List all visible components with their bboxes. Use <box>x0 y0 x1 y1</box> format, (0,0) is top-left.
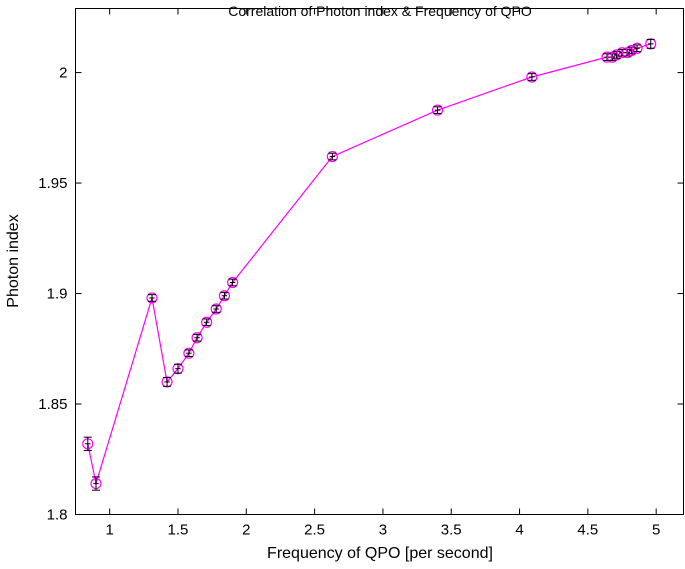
data-point <box>146 292 158 304</box>
x-tick-label: 1 <box>105 522 113 539</box>
data-point <box>90 476 102 491</box>
y-tick-label: 2 <box>59 65 67 82</box>
data-point <box>431 104 444 116</box>
point-marker <box>326 150 338 163</box>
point-marker <box>631 42 643 54</box>
data-point <box>183 347 195 359</box>
point-marker <box>201 316 213 328</box>
point-marker <box>172 363 184 375</box>
x-tick-label: 1.5 <box>168 522 189 539</box>
point-marker <box>526 71 538 83</box>
y-tick-label: 1.8 <box>47 507 68 524</box>
x-tick-label: 3 <box>379 522 387 539</box>
data-point <box>631 42 643 54</box>
data-point <box>645 38 657 50</box>
data-point <box>326 150 338 163</box>
x-tick-label: 4 <box>515 522 523 539</box>
point-marker <box>191 332 203 344</box>
y-axis-label: Photon index <box>5 214 22 307</box>
y-tick-label: 1.9 <box>47 286 68 303</box>
chart-title: Correlation of Photon index & Frequency … <box>228 3 532 19</box>
data-point <box>625 44 638 57</box>
series-line <box>87 43 651 484</box>
data-point <box>218 290 231 302</box>
point-marker <box>645 38 657 50</box>
x-axis-label: Frequency of QPO [per second] <box>267 545 493 562</box>
point-marker <box>146 292 158 304</box>
y-tick-label: 1.95 <box>38 175 67 192</box>
point-marker <box>161 376 173 388</box>
y-tick-label: 1.85 <box>38 396 67 413</box>
data-point <box>610 49 623 61</box>
data-point <box>526 71 538 83</box>
data-marks <box>82 38 657 491</box>
point-marker <box>210 303 222 315</box>
point-marker <box>218 290 231 302</box>
axis-ticks: 1 1.5 2 2.5 3 3.5 4 4.5 5 1.8 1.85 1.9 1.95 2 <box>38 8 684 539</box>
x-tick-label: 5 <box>652 522 660 539</box>
point-marker <box>431 104 444 116</box>
data-point <box>82 436 94 451</box>
data-point <box>172 363 184 375</box>
x-tick-label: 3.5 <box>441 522 462 539</box>
point-marker <box>183 347 195 359</box>
x-tick-label: 2 <box>242 522 250 539</box>
data-point <box>161 376 173 388</box>
data-point <box>201 316 213 328</box>
data-point <box>210 303 222 315</box>
data-point <box>191 332 203 344</box>
x-tick-label: 4.5 <box>577 522 598 539</box>
point-marker <box>227 276 239 289</box>
x-tick-label: 2.5 <box>304 522 325 539</box>
plot-frame <box>75 8 684 515</box>
data-point <box>227 276 239 289</box>
